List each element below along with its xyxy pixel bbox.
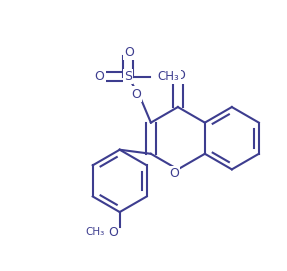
Text: O: O [176,69,185,82]
Text: O: O [131,88,141,101]
Text: S: S [124,70,132,83]
Text: CH₃: CH₃ [158,70,179,83]
Text: O: O [124,46,134,59]
Text: O: O [94,70,104,83]
Text: O: O [108,226,118,239]
Text: CH₃: CH₃ [86,227,105,237]
Text: O: O [169,167,179,180]
